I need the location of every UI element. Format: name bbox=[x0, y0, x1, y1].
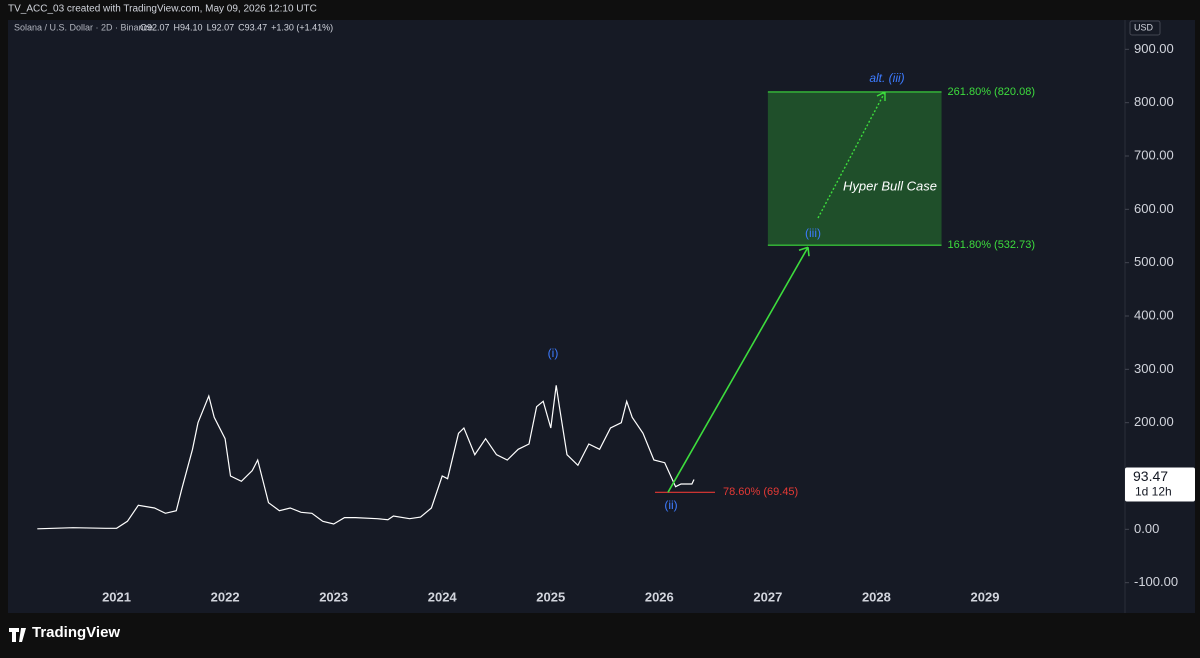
credit: TV_ACC_03 created with TradingView.com, … bbox=[8, 4, 317, 15]
ohlc-value: H94.10 bbox=[174, 22, 203, 32]
x-tick-label: 2029 bbox=[971, 589, 1000, 604]
ohlc-value: L92.07 bbox=[207, 22, 235, 32]
x-tick-label: 2022 bbox=[211, 589, 240, 604]
chart-pane bbox=[8, 20, 1195, 613]
ohlc-value: O92.07 bbox=[140, 22, 170, 32]
arrow-head bbox=[798, 246, 810, 257]
y-tick-label: 900.00 bbox=[1134, 41, 1174, 56]
wave-label: (ii) bbox=[664, 498, 677, 512]
ohlc-value: C93.47 bbox=[238, 22, 267, 32]
target-zone bbox=[767, 91, 942, 246]
symbol: Solana / U.S. Dollar · 2D · Binance bbox=[14, 22, 153, 32]
arrow-head bbox=[876, 91, 886, 101]
y-tick-label: 500.00 bbox=[1134, 254, 1174, 269]
currency-box bbox=[1129, 20, 1161, 36]
fib-label: 261.80% (820.08) bbox=[948, 86, 1035, 98]
price-badge bbox=[1125, 467, 1195, 502]
wave-label: alt. (iii) bbox=[869, 71, 904, 85]
x-tick-label: 2024 bbox=[428, 589, 458, 604]
x-tick-label: 2025 bbox=[536, 589, 565, 604]
wave-label: (iii) bbox=[805, 226, 821, 240]
fib-label: 78.60% (69.45) bbox=[723, 486, 798, 498]
y-tick-label: -100.00 bbox=[1134, 574, 1178, 589]
y-tick-label: 0.00 bbox=[1134, 521, 1159, 536]
x-tick-label: 2028 bbox=[862, 589, 891, 604]
x-tick-label: 2026 bbox=[645, 589, 674, 604]
y-tick-label: 800.00 bbox=[1134, 94, 1174, 109]
brand-logo bbox=[9, 628, 26, 642]
x-tick-label: 2021 bbox=[102, 589, 131, 604]
x-tick-label: 2027 bbox=[753, 589, 782, 604]
wave-label: (i) bbox=[548, 346, 559, 360]
x-tick-label: 2023 bbox=[319, 589, 348, 604]
projection-arrow bbox=[667, 246, 809, 493]
price-line bbox=[37, 385, 695, 530]
currency: USD bbox=[1134, 22, 1154, 32]
zone-label: Hyper Bull Case bbox=[843, 178, 937, 193]
y-tick-label: 400.00 bbox=[1134, 307, 1174, 322]
brand: TradingView bbox=[32, 624, 120, 641]
y-tick-label: 300.00 bbox=[1134, 361, 1174, 376]
y-tick-label: 600.00 bbox=[1134, 201, 1174, 216]
ohlc-value: +1.30 (+1.41%) bbox=[271, 22, 333, 32]
last-price: 93.47 bbox=[1133, 468, 1168, 484]
y-tick-label: 200.00 bbox=[1134, 414, 1174, 429]
countdown: 1d 12h bbox=[1135, 485, 1172, 499]
fib-label: 161.80% (532.73) bbox=[948, 239, 1035, 251]
y-tick-label: 700.00 bbox=[1134, 147, 1174, 162]
